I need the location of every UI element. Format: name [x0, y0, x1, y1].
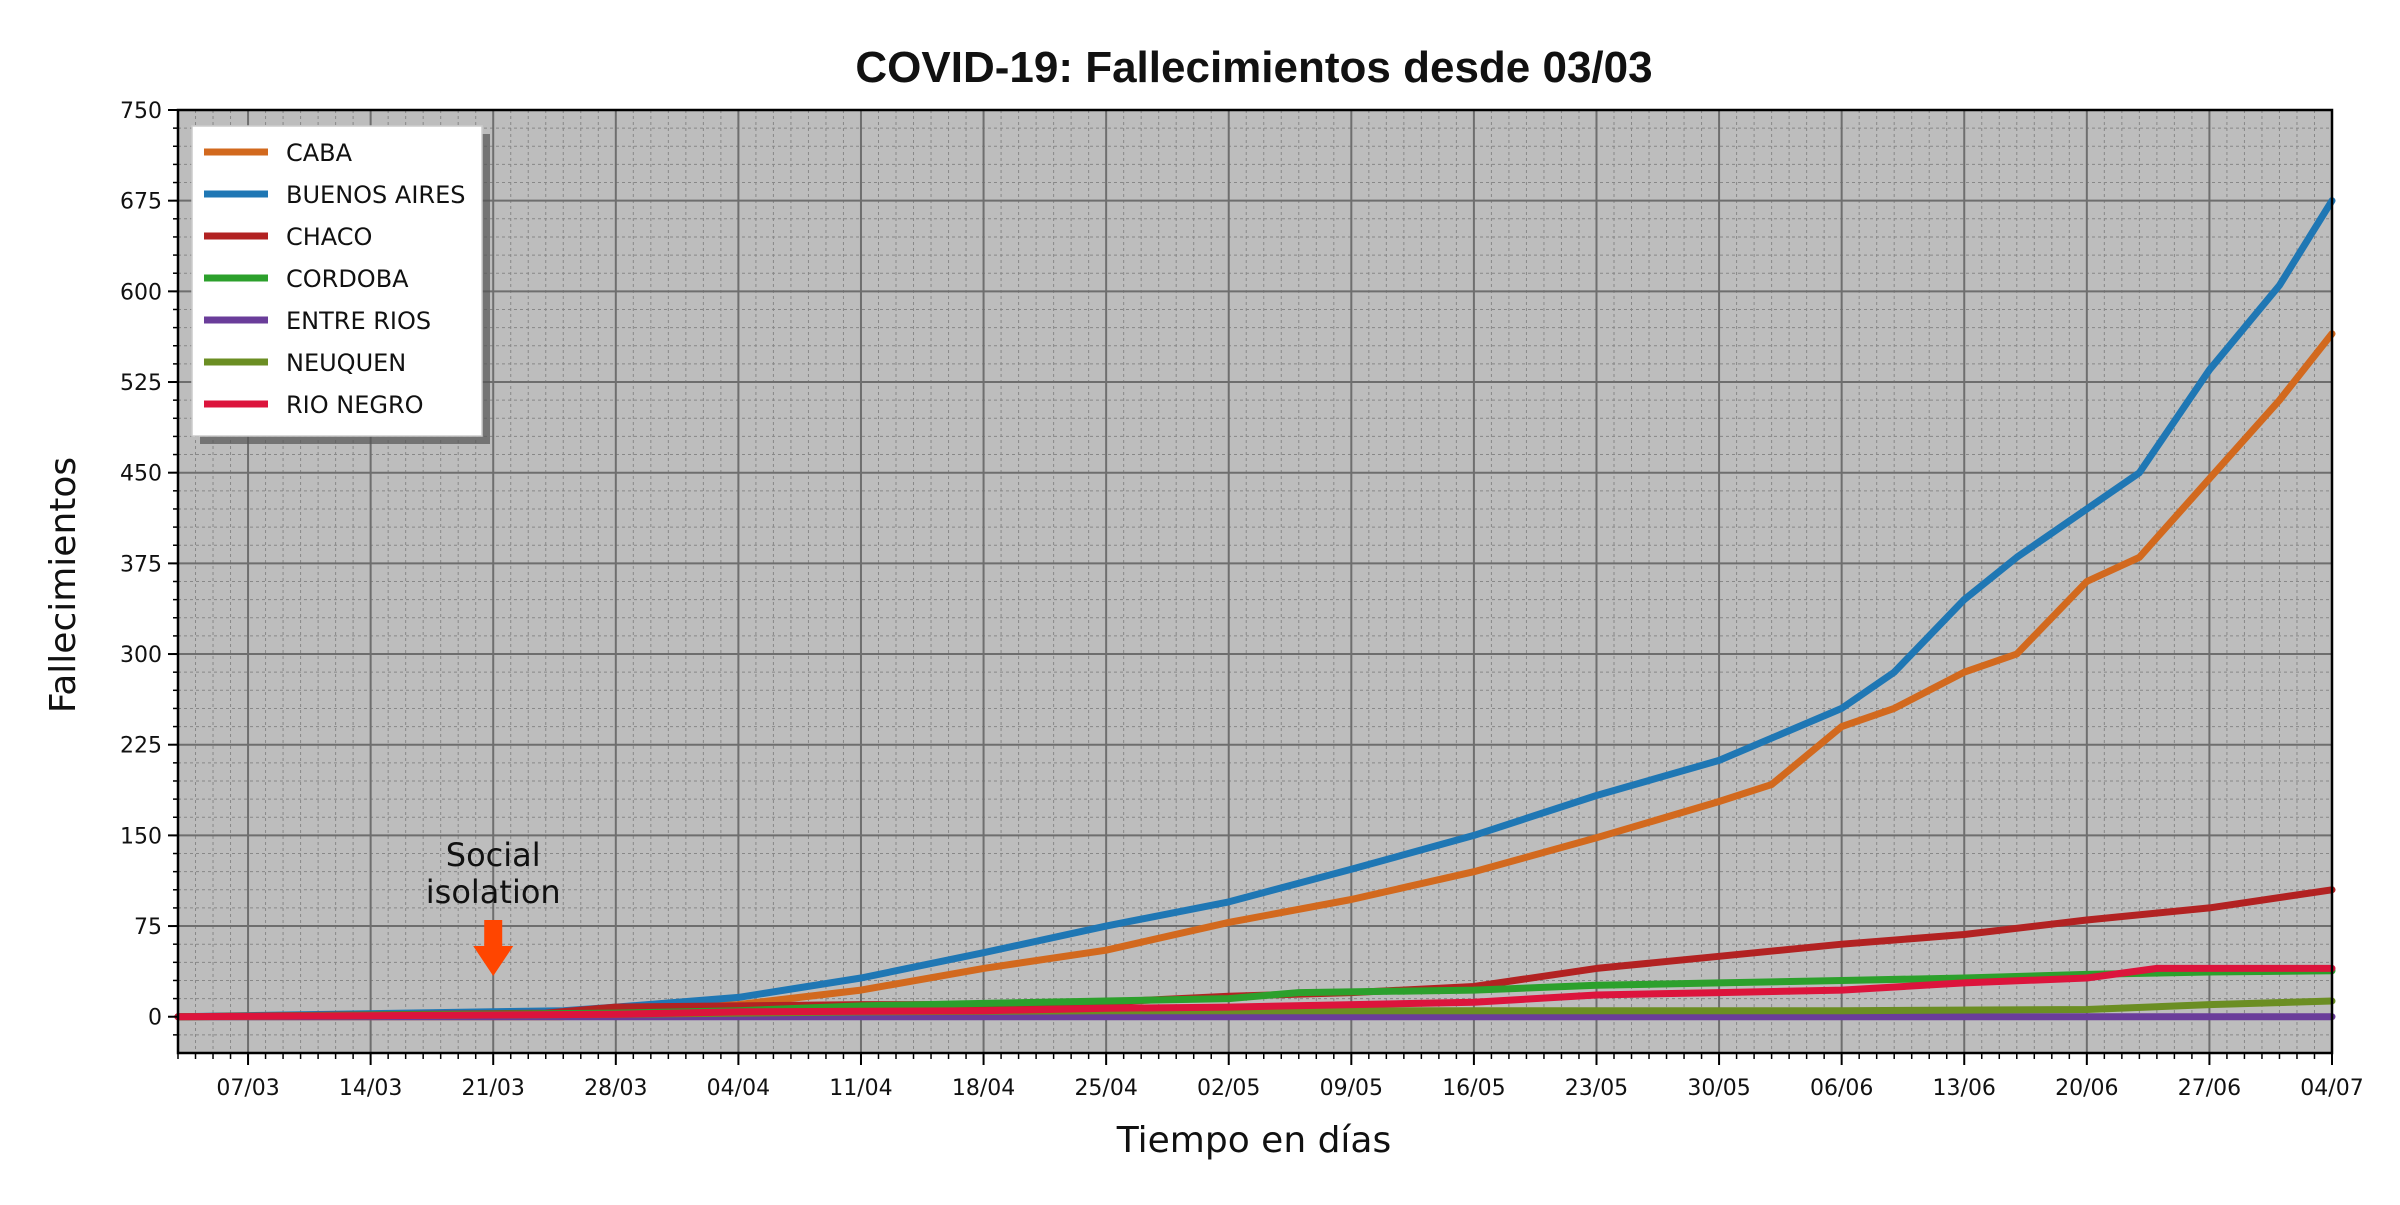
y-tick-label: 225	[120, 734, 162, 759]
x-tick-label: 21/03	[462, 1076, 525, 1101]
x-tick-label: 07/03	[216, 1076, 279, 1101]
y-tick-label: 0	[148, 1006, 162, 1031]
x-tick-label: 30/05	[1687, 1076, 1750, 1101]
y-tick-label: 450	[120, 462, 162, 487]
x-tick-label: 25/04	[1074, 1076, 1137, 1101]
x-tick-label: 16/05	[1442, 1076, 1505, 1101]
legend-label-cordoba: CORDOBA	[286, 265, 409, 293]
annotation-text-line-1: Social	[446, 836, 541, 874]
x-tick-label: 04/07	[2300, 1076, 2363, 1101]
x-tick-label: 23/05	[1565, 1076, 1628, 1101]
major-grid	[178, 109, 2333, 1053]
x-tick-label: 20/06	[2055, 1076, 2118, 1101]
x-tick-label: 02/05	[1197, 1076, 1260, 1101]
y-tick-label: 375	[120, 552, 162, 577]
x-tick-label: 27/06	[2178, 1076, 2241, 1101]
y-tick-label: 525	[120, 371, 162, 396]
legend-label-caba: CABA	[286, 139, 353, 167]
x-tick-label: 18/04	[952, 1076, 1015, 1101]
x-tick-label: 11/04	[829, 1076, 892, 1101]
legend-label-entre-rios: ENTRE RIOS	[286, 307, 431, 335]
legend-label-chaco: CHACO	[286, 223, 372, 251]
series-line-rio-negro	[174, 964, 2336, 1021]
series-group	[174, 197, 2336, 1021]
y-tick-label: 150	[120, 824, 162, 849]
y-axis-label: Fallecimientos	[43, 457, 84, 713]
legend-label-buenos-aires: BUENOS AIRES	[286, 181, 465, 209]
y-tick-label: 300	[120, 643, 162, 668]
x-tick-label: 09/05	[1320, 1076, 1383, 1101]
x-axis-label: Tiempo en días	[1116, 1120, 1392, 1161]
y-tick-label: 75	[134, 915, 162, 940]
y-tick-label: 600	[120, 280, 162, 305]
chart-title: COVID-19: Fallecimientos desde 03/03	[855, 43, 1652, 92]
x-tick-label: 04/04	[707, 1076, 770, 1101]
annotation-arrow-shaft	[484, 920, 503, 948]
legend: CABA BUENOS AIRES CHACO CORDOBA ENTRE RIOS NE…	[191, 125, 490, 444]
x-tick-label: 28/03	[584, 1076, 647, 1101]
annotation-text-line-2: isolation	[426, 873, 561, 911]
x-tick-label: 13/06	[1933, 1076, 1996, 1101]
annotation-arrow-head	[473, 946, 514, 976]
legend-label-neuquen: NEUQUEN	[286, 349, 406, 377]
y-tick-label: 750	[120, 99, 162, 124]
x-tick-label: 06/06	[1810, 1076, 1873, 1101]
x-tick-label: 14/03	[339, 1076, 402, 1101]
series-line-buenos-aires	[174, 197, 2336, 1021]
legend-label-rio-negro: RIO NEGRO	[286, 391, 424, 419]
y-tick-label: 675	[120, 190, 162, 215]
series-line-caba	[174, 330, 2336, 1021]
